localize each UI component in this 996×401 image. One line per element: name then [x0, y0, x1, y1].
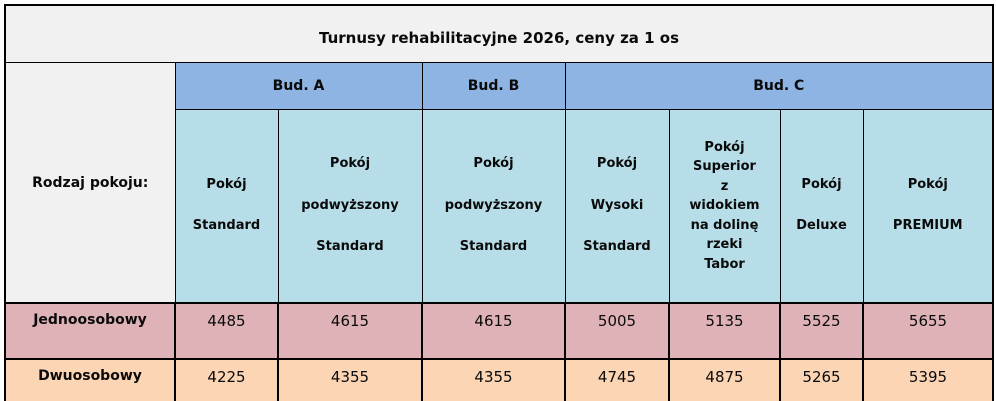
- price-row-dwuosobowy: Dwuosobowy 4225 4355 4355 4745 4875 5265…: [4, 358, 995, 401]
- price-jednoosobowy-podwyzszony-b: 4615: [421, 302, 566, 360]
- building-header-bud-c: Bud. C: [564, 62, 994, 110]
- price-row-jednoosobowy: Jednoosobowy 4485 4615 4615 5005 5135 55…: [4, 302, 995, 360]
- row-label-jednoosobowy: Jednoosobowy: [4, 302, 176, 360]
- price-jednoosobowy-wysoki: 5005: [564, 302, 670, 360]
- room-header-podwyzszony-standard-a: Pokój podwyższony Standard: [277, 109, 423, 304]
- price-dwuosobowy-premium: 5395: [861, 358, 995, 401]
- price-dwuosobowy-deluxe: 5265: [779, 358, 864, 401]
- room-header-wysoki-standard: Pokój Wysoki Standard: [564, 109, 670, 304]
- price-dwuosobowy-superior: 4875: [668, 358, 781, 401]
- price-dwuosobowy-podwyzszony-a: 4355: [277, 358, 423, 401]
- price-dwuosobowy-podwyzszony-b: 4355: [421, 358, 566, 401]
- title-row: Turnusy rehabilitacyjne 2026, ceny za 1 …: [4, 4, 994, 63]
- price-jednoosobowy-podwyzszony-a: 4615: [277, 302, 423, 360]
- room-header-podwyzszony-standard-b: Pokój podwyższony Standard: [421, 109, 566, 304]
- room-type-corner-header: Rodzaj pokoju:: [4, 62, 176, 304]
- price-dwuosobowy-standard: 4225: [174, 358, 279, 401]
- building-header-bud-b: Bud. B: [421, 62, 566, 110]
- price-dwuosobowy-wysoki: 4745: [564, 358, 670, 401]
- room-header-premium: Pokój PREMIUM: [862, 109, 994, 304]
- price-jednoosobowy-superior: 5135: [668, 302, 781, 360]
- room-header-standard: Pokój Standard: [174, 109, 279, 304]
- price-jednoosobowy-premium: 5655: [861, 302, 995, 360]
- room-header-deluxe: Pokój Deluxe: [779, 109, 864, 304]
- rehab-price-table: Turnusy rehabilitacyjne 2026, ceny za 1 …: [4, 4, 995, 401]
- room-header-row: Pokój Standard Pokój podwyższony Standar…: [5, 109, 994, 304]
- price-jednoosobowy-standard: 4485: [174, 302, 279, 360]
- table-title: Turnusy rehabilitacyjne 2026, ceny za 1 …: [4, 4, 994, 63]
- building-header-row: Rodzaj pokoju: Bud. A Bud. B Bud. C: [4, 62, 994, 304]
- room-header-superior-widok-tabor: Pokój Superior z widokiem na dolinę rzek…: [668, 109, 781, 304]
- building-header-bud-a: Bud. A: [174, 62, 423, 110]
- row-label-dwuosobowy: Dwuosobowy: [4, 358, 176, 401]
- price-jednoosobowy-deluxe: 5525: [779, 302, 864, 360]
